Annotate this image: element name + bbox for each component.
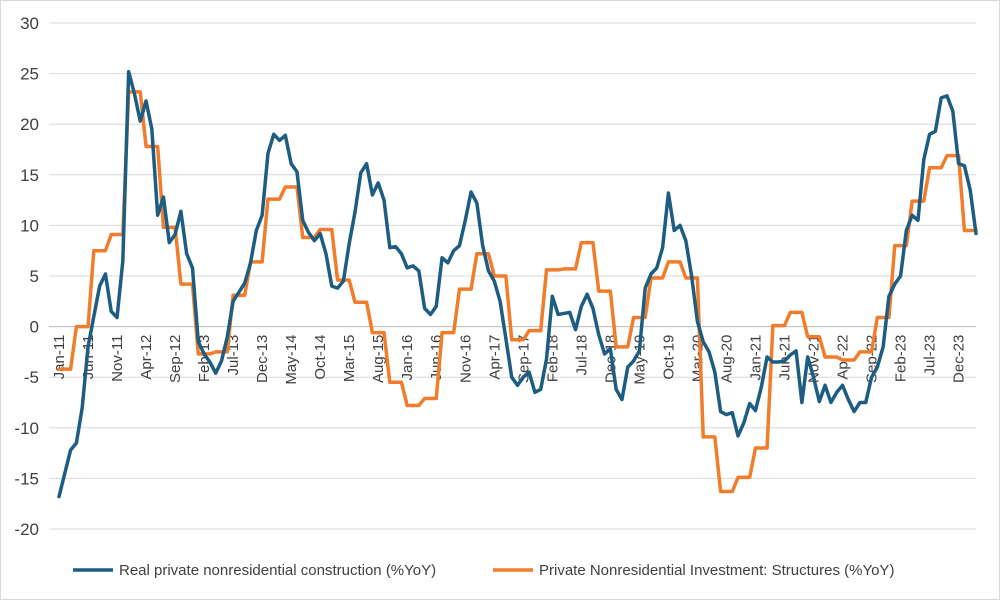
- series-lines: [57, 69, 978, 499]
- y-tick-label: -10: [14, 419, 39, 438]
- y-tick-label: -15: [14, 469, 39, 488]
- x-tick-label: Apr-17: [486, 335, 503, 380]
- x-tick-label: Jul-23: [922, 335, 939, 376]
- y-axis-ticks: 30 25 20 15 10 5 0 -5 -10 -15 -20: [14, 14, 39, 539]
- gridlines: [49, 22, 976, 530]
- x-tick-label: Jan-11: [51, 335, 68, 380]
- legend-label-structures: Private Nonresidential Investment: Struc…: [539, 562, 894, 579]
- y-tick-label: 15: [20, 166, 39, 185]
- x-tick-label: May-14: [283, 335, 300, 385]
- x-tick-label: Nov-16: [457, 335, 474, 383]
- x-tick-label: Dec-13: [254, 335, 271, 383]
- x-tick-label: Feb-23: [893, 335, 910, 383]
- y-tick-label: 10: [20, 216, 39, 235]
- x-tick-label: Nov-21: [805, 335, 822, 383]
- y-tick-label: 20: [20, 115, 39, 134]
- x-tick-label: Jul-18: [573, 335, 590, 376]
- x-tick-label: Apr-22: [835, 335, 852, 380]
- y-tick-label: -5: [24, 368, 39, 387]
- legend-label-construction: Real private nonresidential construction…: [119, 562, 436, 579]
- y-tick-label: 25: [20, 65, 39, 84]
- x-tick-label: Apr-12: [138, 335, 155, 380]
- x-tick-label: Jan-21: [747, 335, 764, 381]
- series-line-construction: [57, 69, 978, 499]
- x-tick-label: May-19: [631, 335, 648, 385]
- x-tick-label: Aug-15: [370, 335, 387, 383]
- y-tick-label: -20: [14, 520, 39, 539]
- x-tick-label: Nov-11: [109, 335, 126, 382]
- x-tick-label: Mar-15: [341, 335, 358, 383]
- x-tick-label: Dec-23: [951, 335, 968, 383]
- y-tick-label: 5: [30, 267, 39, 286]
- x-tick-label: Oct-14: [312, 335, 329, 380]
- x-tick-label: Oct-19: [660, 335, 677, 380]
- x-tick-label: Jun-21: [776, 335, 793, 381]
- legend: Real private nonresidential construction…: [73, 562, 894, 579]
- x-tick-label: Jan-16: [399, 335, 416, 381]
- y-tick-label: 30: [20, 14, 39, 33]
- series-line-structures: [57, 90, 978, 494]
- x-tick-label: Sep-12: [167, 335, 184, 383]
- x-tick-label: Aug-20: [718, 335, 735, 383]
- y-tick-label: 0: [30, 318, 39, 337]
